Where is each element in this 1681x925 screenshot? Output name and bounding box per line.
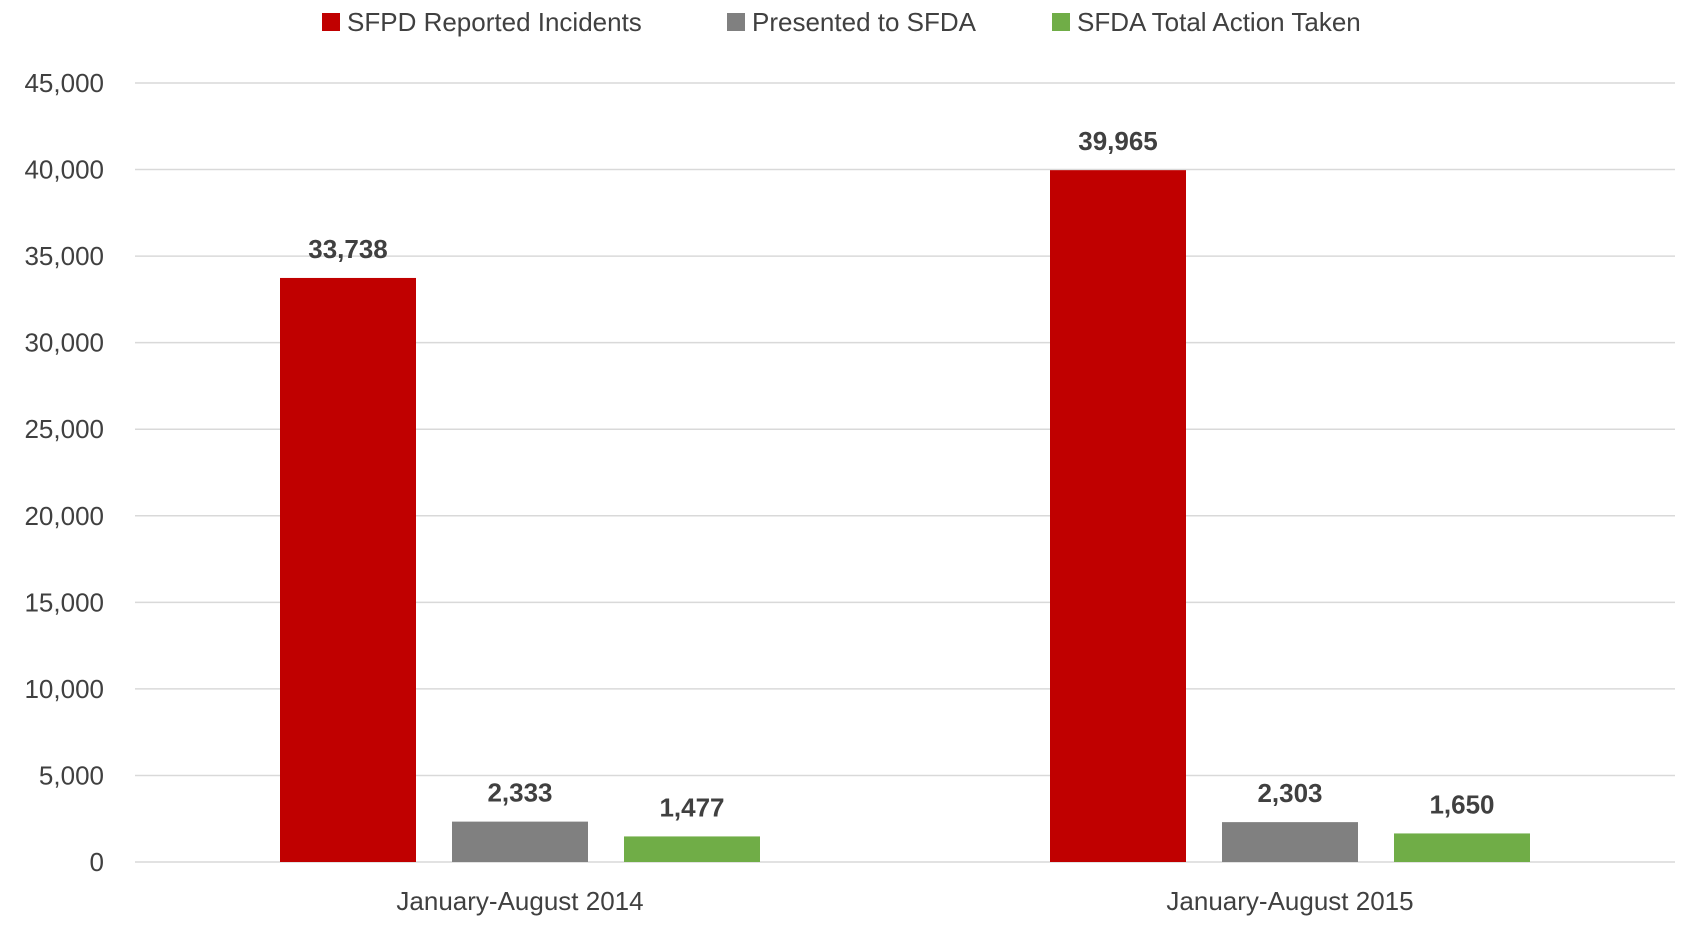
y-tick-label: 0 (90, 847, 104, 877)
legend-label: SFDA Total Action Taken (1077, 7, 1361, 37)
y-axis: 0 5,000 10,000 15,000 20,000 25,000 30,000 35,0… (24, 68, 104, 877)
bar-presented-to-sfda-0 (452, 821, 588, 862)
y-tick-label: 40,000 (24, 155, 104, 185)
y-tick-label: 25,000 (24, 414, 104, 444)
legend: SFPD Reported Incidents Presented to SFDA… (322, 7, 1361, 37)
data-label: 33,738 (308, 234, 388, 264)
data-label: 2,303 (1257, 778, 1322, 808)
y-tick-label: 20,000 (24, 501, 104, 531)
data-label: 2,333 (487, 778, 552, 808)
x-category-label: January-August 2014 (396, 886, 643, 916)
y-tick-label: 5,000 (39, 760, 104, 790)
data-labels: 33,738 2,333 1,477 39,965 2,303 1,650 (308, 126, 1494, 822)
data-label: 39,965 (1078, 126, 1158, 156)
y-tick-label: 45,000 (24, 68, 104, 98)
bar-presented-to-sfda-1 (1222, 822, 1358, 862)
x-category-label: January-August 2015 (1166, 886, 1413, 916)
data-label: 1,650 (1429, 789, 1494, 819)
bar-sfda-action-0 (624, 836, 760, 862)
x-axis: January-August 2014 January-August 2015 (396, 886, 1413, 916)
bar-sfda-action-1 (1394, 833, 1530, 862)
y-tick-label: 15,000 (24, 587, 104, 617)
data-label: 1,477 (659, 792, 724, 822)
y-tick-label: 10,000 (24, 674, 104, 704)
bar-sfpd-reported-1 (1050, 170, 1186, 862)
legend-label: Presented to SFDA (752, 7, 977, 37)
legend-swatch (322, 13, 340, 31)
bars (280, 170, 1530, 862)
legend-swatch (727, 13, 745, 31)
y-tick-label: 30,000 (24, 328, 104, 358)
y-tick-label: 35,000 (24, 241, 104, 271)
legend-label: SFPD Reported Incidents (347, 7, 642, 37)
bar-sfpd-reported-0 (280, 277, 416, 862)
legend-swatch (1052, 13, 1070, 31)
